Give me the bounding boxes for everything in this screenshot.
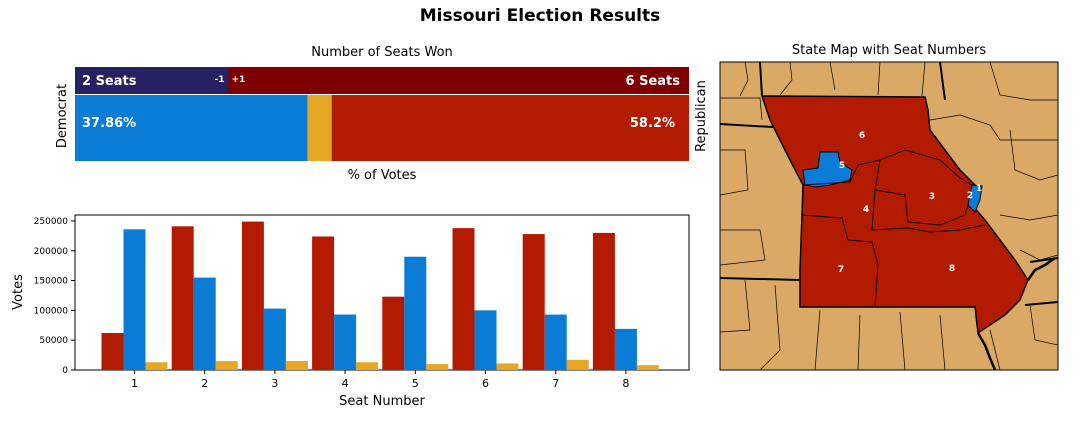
river-line xyxy=(976,256,1056,370)
vote-bar xyxy=(452,228,475,370)
votes-xlabel: Seat Number xyxy=(339,394,425,409)
x-tick-label: 4 xyxy=(342,377,349,390)
vote-bar xyxy=(312,236,335,370)
map-frame xyxy=(719,61,1059,371)
vote-bar xyxy=(592,232,615,370)
dem-change-label: -1 xyxy=(215,75,225,85)
vote-bar xyxy=(496,363,519,370)
district-label: 2 xyxy=(967,191,973,201)
district-lines xyxy=(801,149,986,308)
district-label: 4 xyxy=(863,205,869,215)
vote-bar xyxy=(171,226,194,370)
vote-bar xyxy=(193,277,216,370)
seats-chart-title: Number of Seats Won xyxy=(311,45,453,60)
vote-bar xyxy=(636,365,659,370)
x-tick-label: 5 xyxy=(412,377,419,390)
district-label: 3 xyxy=(929,192,935,202)
district-5-shape xyxy=(802,151,853,188)
vote-bar xyxy=(285,361,308,370)
district-label: 6 xyxy=(859,131,865,141)
vote-bar xyxy=(474,310,497,370)
vote-bar xyxy=(123,229,146,370)
vote-bar xyxy=(145,362,168,370)
dem-seat-bar xyxy=(75,67,229,94)
vote-bar xyxy=(334,314,357,370)
dem-pct-label: 37.86% xyxy=(82,116,136,131)
vote-bar xyxy=(215,361,238,370)
y-tick-label: 50000 xyxy=(39,336,68,346)
x-tick-label: 7 xyxy=(552,377,559,390)
rep-seats-label: 6 Seats xyxy=(626,74,681,89)
y-tick-label: 200000 xyxy=(34,247,69,257)
vote-bar xyxy=(356,362,379,370)
dem-seats-label: 2 Seats xyxy=(82,74,137,89)
county-lines xyxy=(720,62,1058,370)
district-label: 5 xyxy=(839,161,845,171)
rep-pct-label: 58.2% xyxy=(630,116,675,131)
map-title: State Map with Seat Numbers xyxy=(791,43,987,58)
district-1-shape xyxy=(967,184,983,213)
rep-seat-bar xyxy=(228,67,689,94)
votes-plot-frame xyxy=(74,214,690,371)
rep-vote-share-bar xyxy=(331,95,689,161)
district-label: 1 xyxy=(976,184,982,194)
vote-bar xyxy=(544,314,567,370)
y-tick-label: 0 xyxy=(62,366,68,376)
y-tick-label: 150000 xyxy=(34,277,69,287)
vote-bar xyxy=(382,296,405,370)
page-title: Missouri Election Results xyxy=(419,6,661,26)
x-tick-label: 2 xyxy=(201,377,208,390)
x-tick-label: 8 xyxy=(622,377,629,390)
vote-bar xyxy=(101,333,124,370)
vote-bar xyxy=(566,359,589,370)
y-tick-label: 100000 xyxy=(34,306,69,316)
vote-bar xyxy=(426,364,449,370)
dem-vote-share-bar xyxy=(75,95,308,161)
vote-bar xyxy=(614,328,637,370)
vote-bar xyxy=(404,256,427,370)
seats-xlabel: % of Votes xyxy=(347,168,417,183)
other-vote-share-bar xyxy=(307,95,332,161)
x-tick-label: 3 xyxy=(271,377,278,390)
votes-ylabel: Votes xyxy=(11,274,26,310)
vote-bar xyxy=(263,308,286,370)
x-tick-label: 6 xyxy=(482,377,489,390)
district-label: 8 xyxy=(949,264,955,274)
vote-bar xyxy=(522,234,545,370)
state-map: 12 3 4 5 6 7 8 xyxy=(719,61,1059,371)
y-tick-label: 250000 xyxy=(34,217,69,227)
rep-change-label: +1 xyxy=(232,75,246,85)
vote-bar xyxy=(241,221,264,370)
x-tick-label: 1 xyxy=(131,377,138,390)
district-label: 7 xyxy=(838,265,844,275)
